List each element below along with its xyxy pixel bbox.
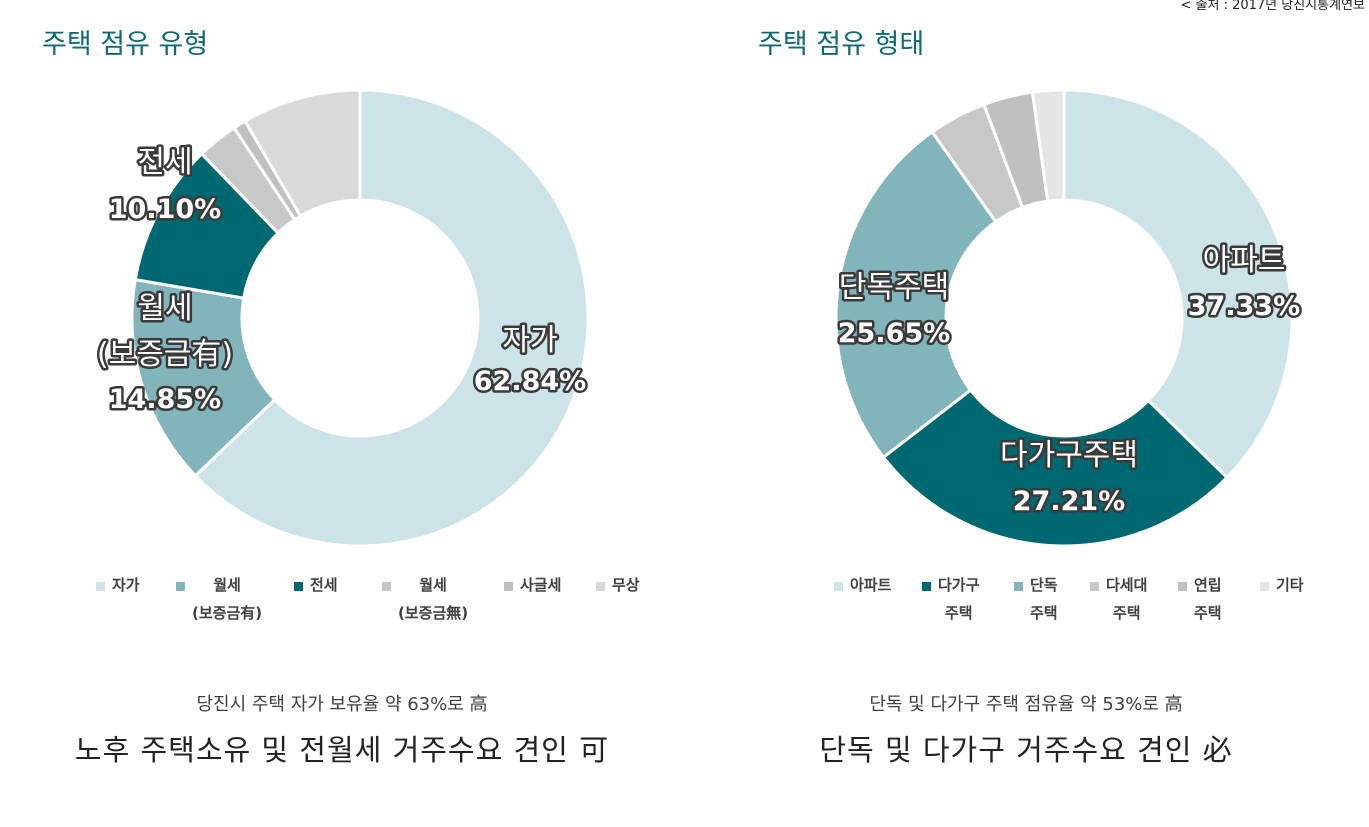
slice-label-name: 다가구주택 [1000, 438, 1138, 473]
chart-title: 주택 점유 유형 [42, 29, 209, 60]
slice-label-name: 월세 [137, 291, 192, 326]
legend-swatch [294, 582, 303, 591]
slice-label-name: (보증금有) [97, 337, 233, 372]
legend-item: 아파트 [834, 576, 922, 627]
legend-label: 전세 [310, 576, 338, 594]
slice-label-value: 62.84% [474, 366, 586, 397]
legend-label: 월세 (보증금有) [192, 576, 263, 622]
donut-slice [834, 129, 998, 460]
legend-swatch [382, 582, 391, 591]
slice-label-value: 14.85% [109, 384, 221, 415]
legend-item: 사글세 [504, 576, 596, 627]
chart-panel-tenure-type: 주택 점유 유형 자가 62.84% 월세 (보증금有) 14.85% 전세 10.10% … [0, 0, 684, 827]
donut-chart-tenure-type: 자가 62.84% 월세 (보증금有) 14.85% 전세 10.10% [94, 88, 590, 548]
donut-slice [193, 88, 590, 548]
donut-slice [1030, 88, 1066, 203]
summary-subtitle: 당진시 주택 자가 보유율 약 63%로 高 [196, 694, 488, 715]
slice-label-value: 25.65% [838, 318, 950, 349]
slice-label-name: 단독주택 [839, 270, 949, 305]
legend-item: 연립 주택 [1178, 576, 1260, 627]
legend-item: 전세 [294, 576, 382, 627]
legend-label: 단독 주택 [1030, 576, 1058, 622]
summary-headline: 노후 주택소유 및 전월세 거주수요 견인 可 [74, 733, 610, 767]
legend: 자가 월세 (보증금有) 전세 월세 (보증금無) 사글세 무상 [96, 576, 666, 627]
legend-item: 월세 (보증금有) [176, 576, 294, 627]
legend-swatch [1014, 582, 1023, 591]
legend-label: 무상 [612, 576, 640, 594]
legend-swatch [834, 582, 843, 591]
summary-headline: 단독 및 다가구 거주수요 견인 必 [819, 733, 1233, 767]
legend-item: 무상 [596, 576, 666, 627]
slice-label-name: 전세 [137, 145, 192, 180]
source-note: < 출처 : 2017년 당진시통계연보 [1180, 0, 1366, 13]
legend-swatch [596, 582, 605, 591]
donut-slice [881, 387, 1230, 548]
legend-label: 다가구 주택 [938, 576, 980, 622]
slice-label-name: 자가 [502, 323, 557, 358]
legend-item: 월세 (보증금無) [382, 576, 504, 627]
legend-swatch [1090, 582, 1099, 591]
summary-subtitle: 단독 및 다가구 주택 점유율 약 53%로 高 [869, 694, 1183, 715]
legend-swatch [1260, 582, 1269, 591]
legend-label: 월세 (보증금無) [398, 576, 469, 622]
legend-swatch [176, 582, 185, 591]
legend-label: 다세대 주택 [1106, 576, 1148, 622]
donut-slice [242, 88, 362, 219]
slice-label-name: 아파트 [1203, 243, 1286, 278]
donut-chart-housing-form: 아파트 37.33% 다가구주택 27.21% 단독주택 25.65% [834, 88, 1303, 548]
slice-label-value: 37.33% [1188, 291, 1300, 322]
chart-panel-housing-form: 주택 점유 형태 아파트 37.33% 다가구주택 27.21% 단독주택 25.65% … [684, 0, 1368, 827]
donut-slice [1062, 88, 1294, 480]
legend-swatch [96, 582, 105, 591]
slice-label-value: 10.10% [109, 194, 221, 225]
legend-label: 사글세 [520, 576, 562, 594]
legend-item: 단독 주택 [1014, 576, 1090, 627]
legend: 아파트 다가구 주택 단독 주택 다세대 주택 연립 주택 기타 [834, 576, 1320, 627]
legend-label: 기타 [1276, 576, 1304, 594]
chart-title: 주택 점유 형태 [758, 29, 925, 60]
legend-swatch [1178, 582, 1187, 591]
slice-label-value: 27.21% [1013, 486, 1125, 517]
legend-item: 자가 [96, 576, 176, 627]
legend-item: 다세대 주택 [1090, 576, 1178, 627]
legend-item: 기타 [1260, 576, 1320, 627]
legend-swatch [504, 582, 513, 591]
legend-label: 아파트 [850, 576, 892, 594]
legend-item: 다가구 주택 [922, 576, 1014, 627]
legend-label: 연립 주택 [1194, 576, 1222, 622]
legend-label: 자가 [112, 576, 140, 594]
legend-swatch [922, 582, 931, 591]
